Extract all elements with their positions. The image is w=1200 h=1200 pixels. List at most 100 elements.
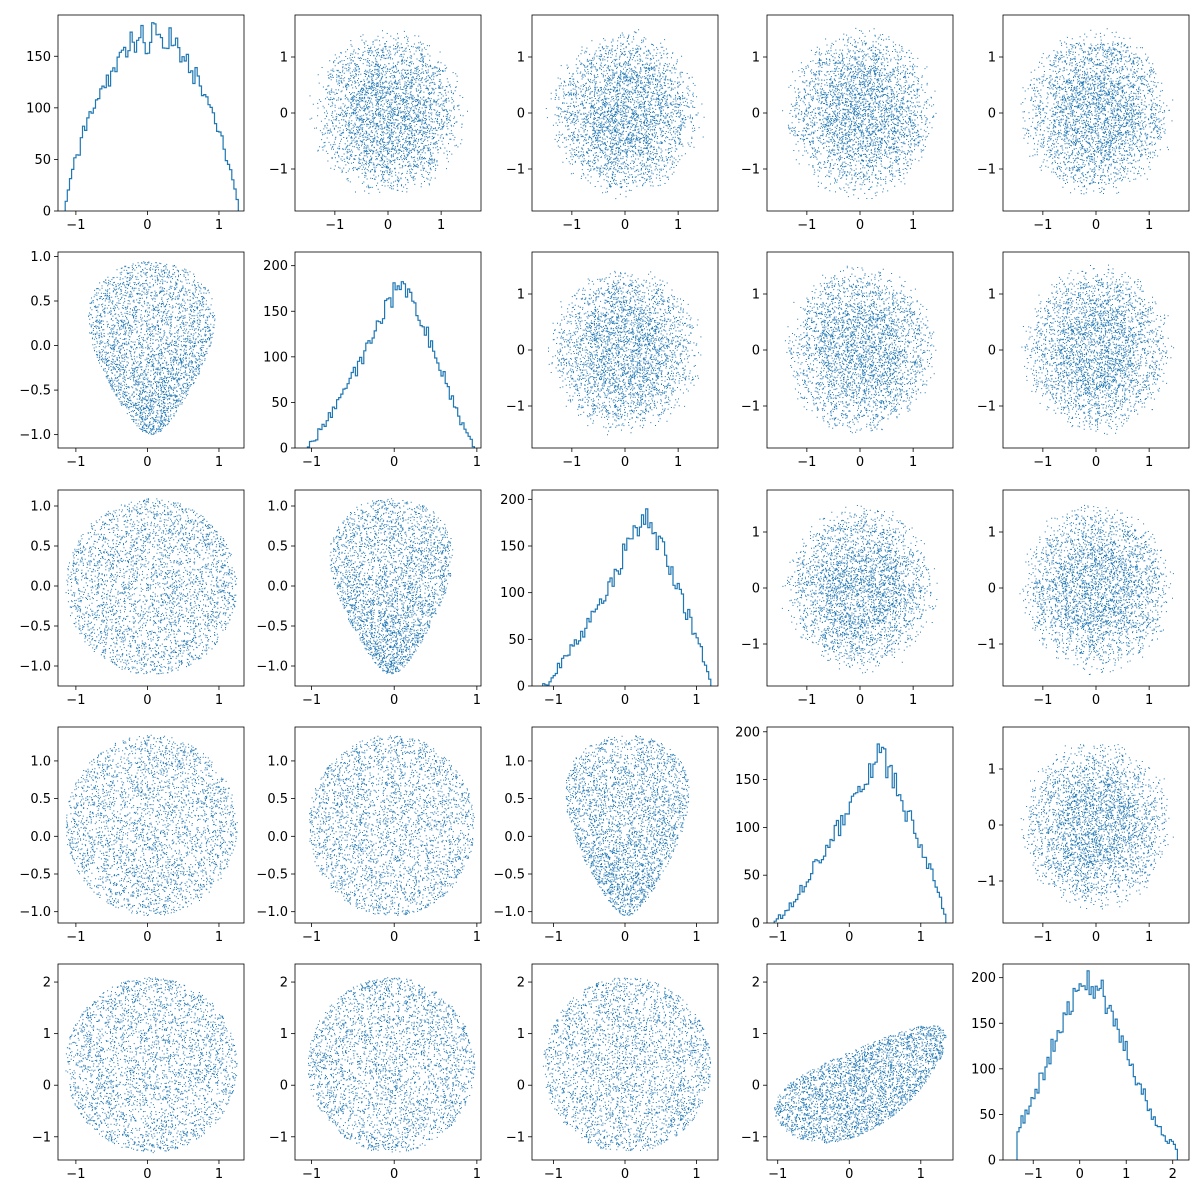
x-tick-label: 1 (909, 693, 917, 708)
y-tick-label: −1.0 (256, 905, 288, 920)
y-tick-label: 1 (988, 526, 996, 541)
scatter-points (88, 261, 216, 435)
scatter-points (782, 27, 937, 200)
y-tick-label: −1 (506, 163, 525, 178)
x-tick-label: −1 (1024, 1167, 1043, 1182)
plot-area (1016, 970, 1178, 1160)
y-tick-label: 200 (971, 971, 996, 986)
y-tick-label: 0.5 (504, 792, 525, 807)
subplot-r0-c4: −1 0 1 −1 0 1 (977, 14, 1190, 233)
scatter-points (548, 270, 702, 436)
axes-frame (294, 489, 482, 687)
plot-area (545, 29, 705, 200)
y-tick-label: 100 (26, 101, 51, 116)
y-tick-label: −1.0 (19, 905, 51, 920)
y-tick-label: 1 (280, 1027, 288, 1042)
x-tick-label: −1 (797, 455, 816, 470)
histogram-step-line (306, 281, 475, 448)
y-tick-label: −0.5 (256, 620, 288, 635)
plot-area (309, 735, 475, 916)
subplot-r4-c2: −1 0 1 −1 0 1 2 (506, 963, 719, 1182)
x-tick-label: −1 (1033, 218, 1052, 233)
y-tick-label: −0.5 (256, 868, 288, 883)
scatter-points (1020, 28, 1174, 195)
y-tick-label: 150 (263, 305, 288, 320)
y-tick-label: −1 (506, 1130, 525, 1145)
y-tick-label: 50 (743, 869, 760, 884)
x-tick-label: 1 (215, 693, 223, 708)
x-tick-label: −1 (797, 693, 816, 708)
scatter-points (781, 505, 938, 674)
y-tick-label: 1 (988, 763, 996, 778)
plot-area (329, 498, 454, 675)
y-tick-label: 150 (26, 50, 51, 65)
y-tick-label: 1.0 (504, 754, 525, 769)
axes-frame (294, 14, 482, 212)
axes-frame (57, 489, 245, 687)
plot-area (542, 977, 711, 1151)
x-tick-label: 1 (473, 693, 481, 708)
y-tick-label: 0.0 (30, 339, 51, 354)
y-tick-label: −1.0 (19, 428, 51, 443)
scatter-points (1021, 264, 1175, 435)
x-tick-label: 0 (845, 1167, 853, 1182)
plot-area (65, 977, 238, 1154)
y-tick-label: 0.0 (267, 580, 288, 595)
subplot-r3-c3: −1 0 1 0 50 100 150 200 (735, 725, 954, 945)
scatter-points (65, 498, 238, 675)
y-tick-label: 150 (971, 1017, 996, 1032)
scatter-points (565, 735, 690, 916)
y-tick-label: 50 (34, 153, 51, 168)
x-tick-label: 1 (909, 455, 917, 470)
y-tick-label: 0.0 (267, 830, 288, 845)
x-tick-label: 1 (1145, 930, 1153, 945)
y-tick-label: 0 (752, 344, 760, 359)
subplot-r1-c1: −1 0 1 0 50 100 150 200 (263, 251, 482, 470)
x-tick-label: 1 (909, 218, 917, 233)
x-tick-label: 1 (215, 218, 223, 233)
subplot-r1-c3: −1 0 1 −1 0 1 (741, 251, 954, 470)
x-tick-label: −1 (66, 930, 85, 945)
y-tick-label: −0.5 (19, 868, 51, 883)
plot-area (565, 735, 690, 916)
y-tick-label: 0.0 (504, 830, 525, 845)
subplot-r0-c0: −1 0 1 0 50 100 150 (26, 14, 245, 233)
y-tick-label: 50 (271, 396, 288, 411)
x-tick-label: −1 (66, 693, 85, 708)
y-tick-label: 50 (508, 633, 525, 648)
y-tick-label: 200 (500, 493, 525, 508)
x-tick-label: −1 (1033, 930, 1052, 945)
subplot-r1-c0: −1 0 1 −1.0 −0.5 0.0 0.5 1.0 (19, 250, 245, 470)
y-tick-label: −1 (741, 163, 760, 178)
x-tick-label: 0 (856, 693, 864, 708)
subplot-r2-c1: −1 0 1 −1.0 −0.5 0.0 0.5 1.0 (256, 489, 482, 708)
y-tick-label: −1 (741, 638, 760, 653)
plot-area (774, 1025, 947, 1144)
plot-area (1019, 504, 1174, 675)
subplot-r2-c3: −1 0 1 −1 0 1 (741, 489, 954, 708)
x-tick-label: 0 (1092, 693, 1100, 708)
y-tick-label: −1 (977, 875, 996, 890)
x-tick-label: −1 (544, 693, 563, 708)
x-tick-label: −1 (562, 218, 581, 233)
y-tick-label: 0 (988, 344, 996, 359)
x-tick-label: 0 (143, 930, 151, 945)
y-tick-label: 0 (752, 107, 760, 122)
plot-area (781, 505, 938, 674)
subplot-r0-c3: −1 0 1 −1 0 1 (741, 14, 954, 233)
plot-area (64, 22, 239, 211)
scatter-points (774, 1025, 947, 1144)
y-tick-label: 1.0 (30, 250, 51, 265)
y-tick-label: −0.5 (19, 384, 51, 399)
x-tick-label: 1 (917, 1167, 925, 1182)
y-tick-label: −1 (269, 1130, 288, 1145)
y-tick-label: 1 (280, 51, 288, 66)
y-tick-label: −1 (977, 638, 996, 653)
subplot-r2-c0: −1 0 1 −1.0 −0.5 0.0 0.5 1.0 (19, 489, 245, 708)
axes-frame (294, 963, 482, 1161)
x-tick-label: 1 (692, 930, 700, 945)
y-tick-label: 0.0 (30, 580, 51, 595)
y-tick-label: 1 (517, 288, 525, 303)
x-tick-label: 0 (143, 1167, 151, 1182)
y-tick-label: 0 (988, 819, 996, 834)
